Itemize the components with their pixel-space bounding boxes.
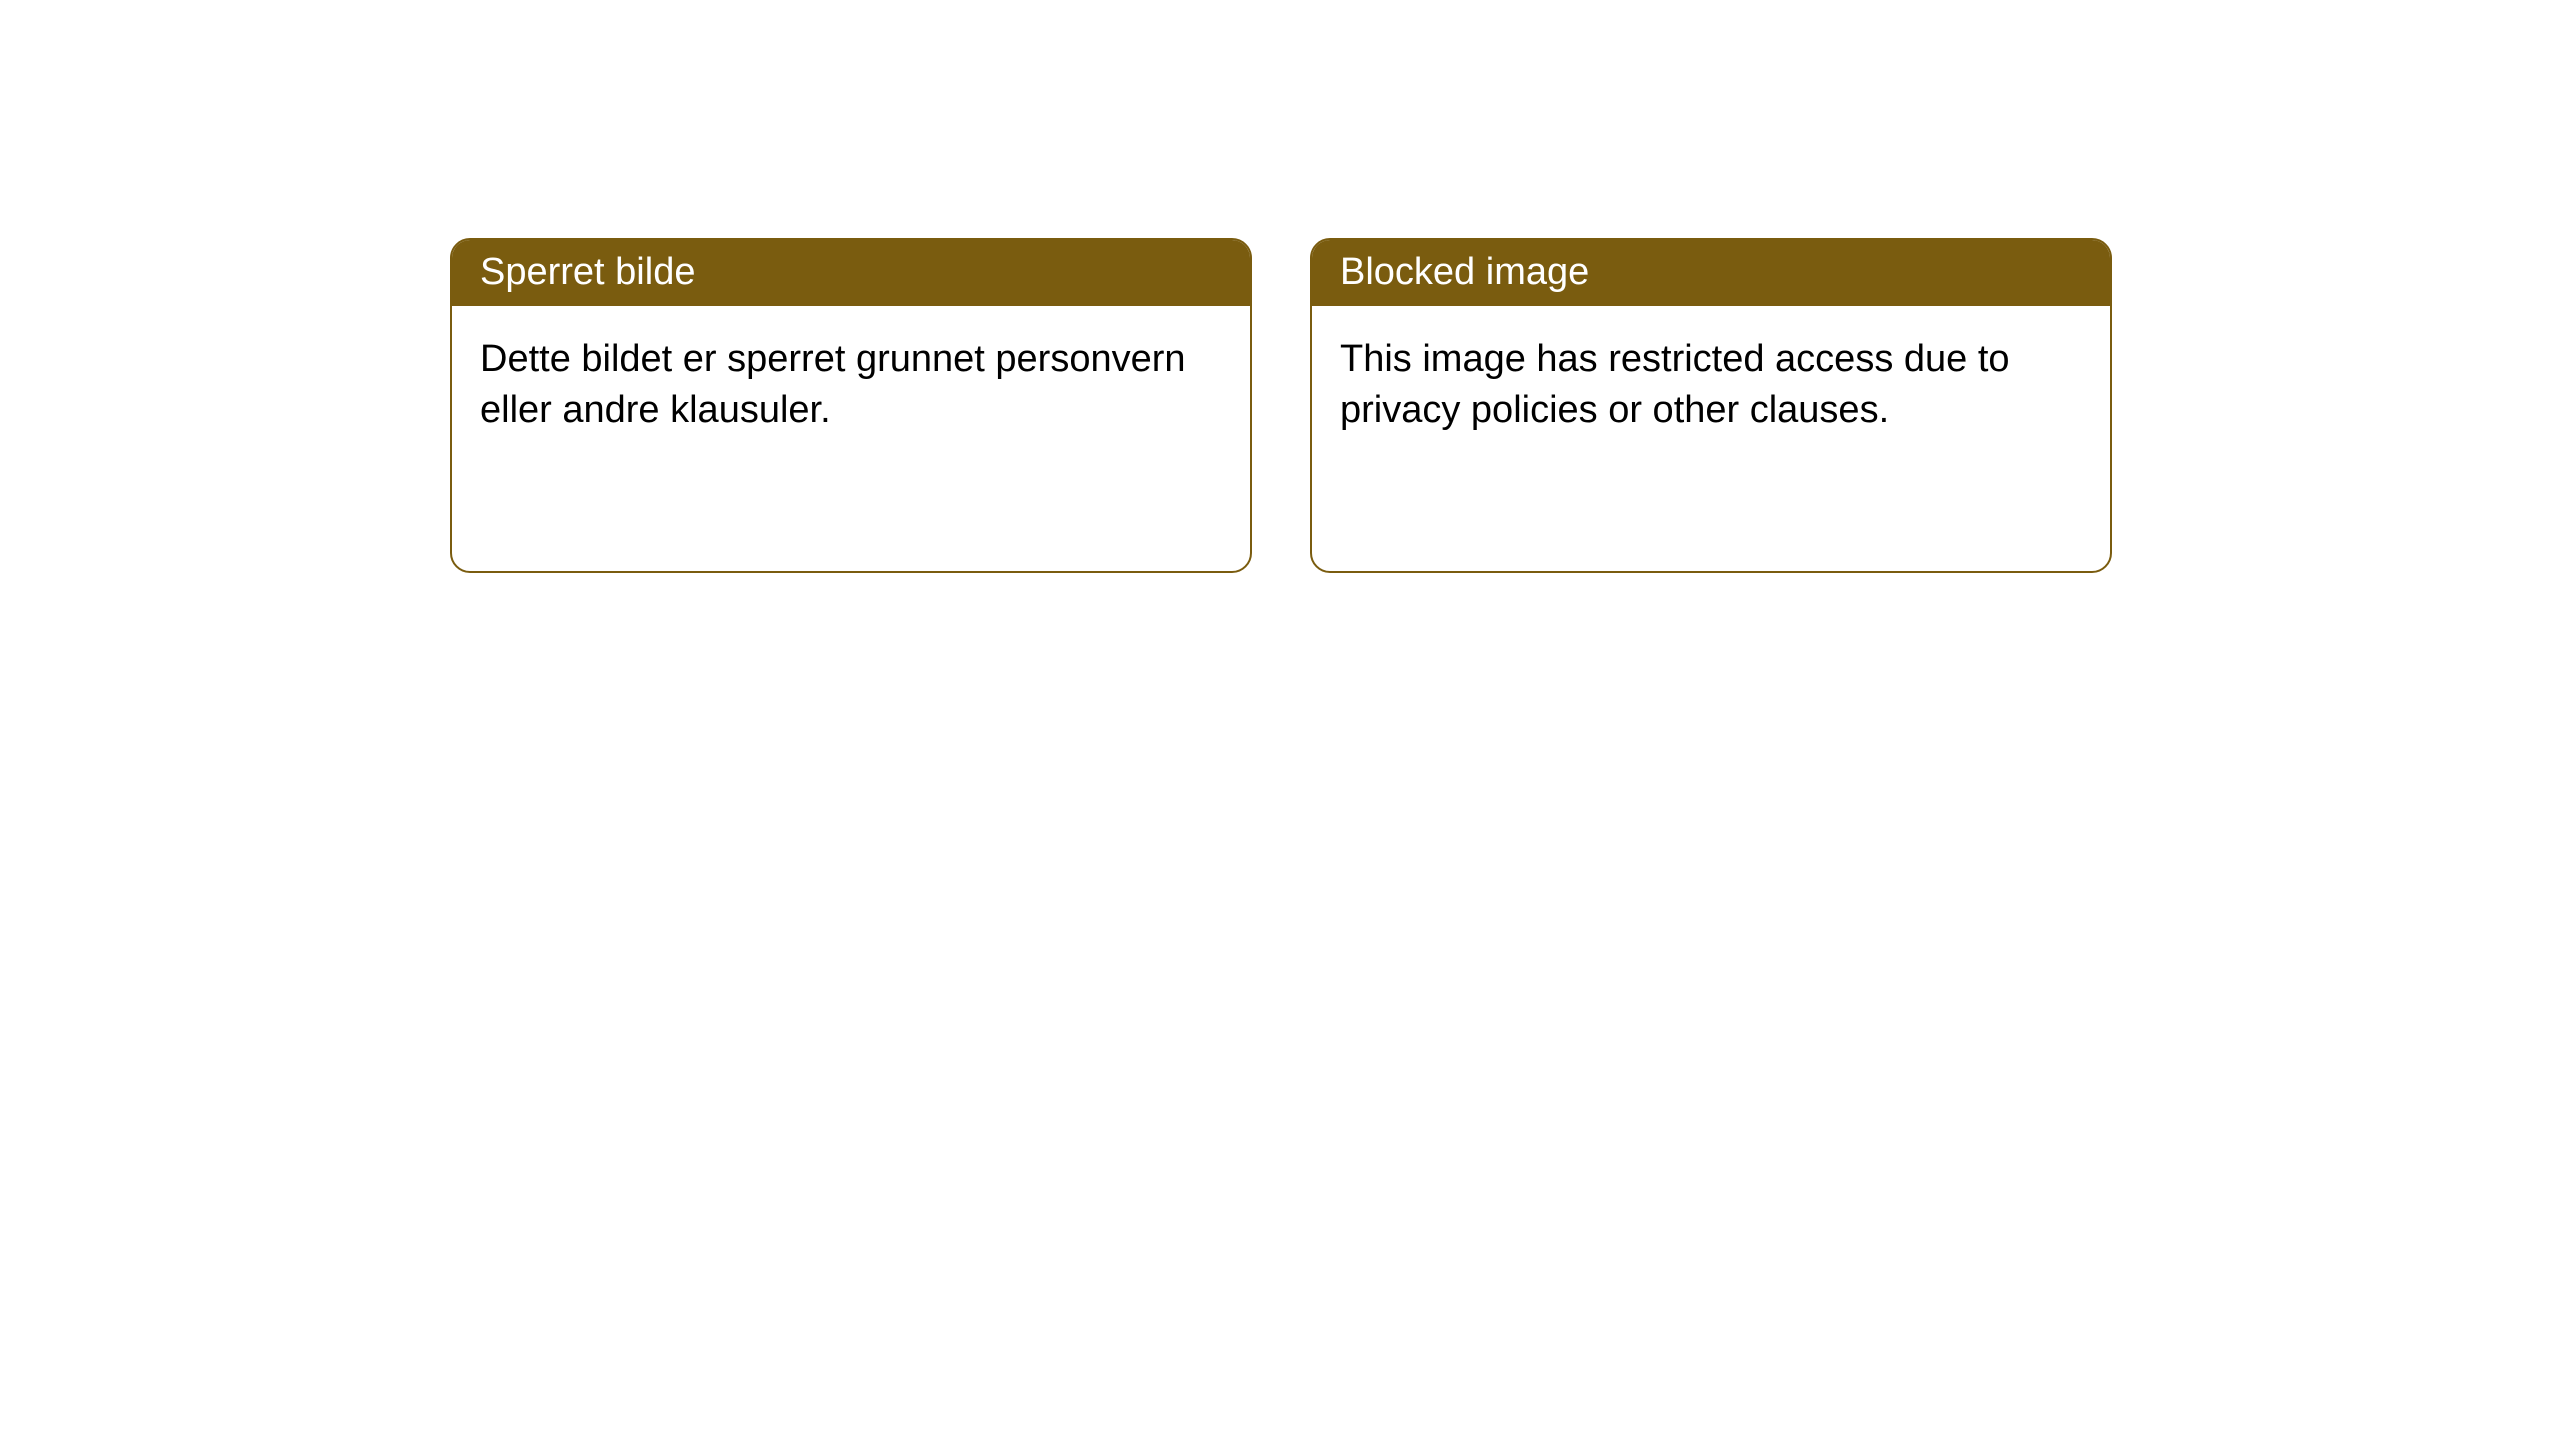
card-body-norwegian: Dette bildet er sperret grunnet personve… (452, 306, 1250, 571)
card-title-norwegian: Sperret bilde (452, 240, 1250, 306)
card-norwegian: Sperret bilde Dette bildet er sperret gr… (450, 238, 1252, 573)
card-english: Blocked image This image has restricted … (1310, 238, 2112, 573)
cards-container: Sperret bilde Dette bildet er sperret gr… (450, 238, 2112, 573)
card-title-english: Blocked image (1312, 240, 2110, 306)
card-body-english: This image has restricted access due to … (1312, 306, 2110, 571)
